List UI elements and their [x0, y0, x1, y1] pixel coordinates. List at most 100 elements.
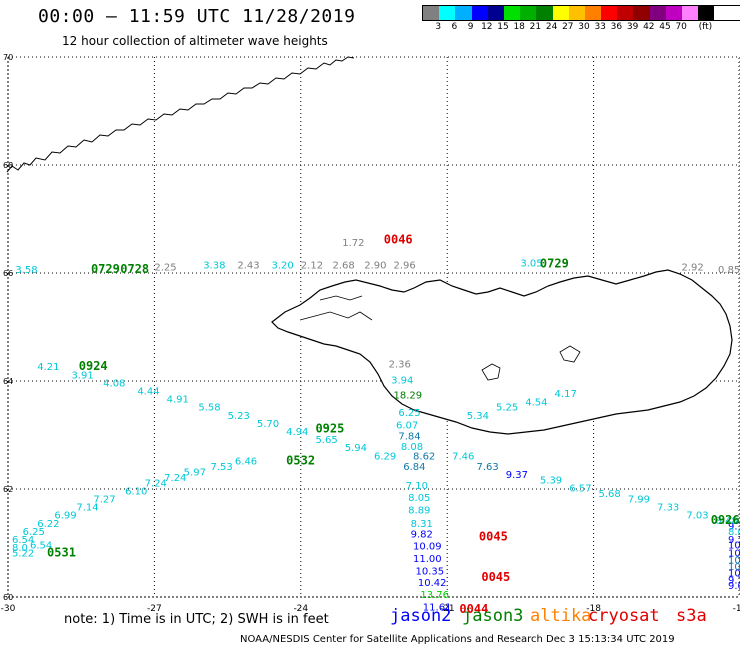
- colorbar-swatch-16: [682, 6, 699, 20]
- lat-tick-label: 62: [3, 485, 13, 494]
- wave-height-label: 4.44: [137, 387, 159, 398]
- wave-height-label: 2.25: [154, 262, 176, 273]
- iceland-coastline: [271, 269, 733, 435]
- colorbar-ticks: 3 6 9 12 15 18 21 24 27 30 33 36 39 42 45 70 (ft): [422, 21, 740, 33]
- wave-height-label: 4.17: [555, 389, 577, 400]
- wave-height-label: 5.39: [540, 476, 562, 487]
- wave-height-label: 5.22: [12, 549, 34, 560]
- wave-height-label: 4.91: [167, 395, 189, 406]
- pass-time-label: 0045: [479, 529, 508, 543]
- wave-height-label: 5.70: [257, 419, 279, 430]
- wave-height-label: 2.96: [394, 261, 416, 272]
- greenland-coastline: [6, 56, 355, 173]
- wave-height-label: 3.58: [15, 265, 37, 276]
- wave-height-label: 8.62: [413, 451, 435, 462]
- colorbar-swatch-14: [649, 6, 666, 20]
- colorbar-swatches: [422, 5, 740, 21]
- wave-height-label: 8.89: [408, 505, 430, 516]
- colorbar-tick-8: 27: [562, 22, 574, 32]
- wave-height-label: 6.10: [125, 486, 147, 497]
- wave-height-label: 10.09: [413, 541, 442, 552]
- lon-tick-label: -24: [293, 604, 308, 614]
- pass-time-label: 0532: [286, 454, 315, 468]
- wave-height-label: 2.90: [364, 261, 386, 272]
- wave-height-label: 9.82: [411, 530, 433, 541]
- wave-height-label: 2.12: [301, 261, 323, 272]
- lon-tick-label: -27: [147, 604, 162, 614]
- wave-height-label: 9.06: [728, 581, 740, 592]
- satellite-legend-s3a: s3a: [676, 606, 707, 626]
- satellite-legend-altika: altika: [530, 606, 592, 626]
- wave-height-label: 4.54: [525, 397, 547, 408]
- colorbar-swatch-9: [568, 6, 585, 20]
- lon-tick-label: -15: [733, 604, 740, 614]
- wave-height-label: 2.92: [681, 262, 703, 273]
- lat-lon-grid: [7, 56, 740, 598]
- colorbar-tick-9: 30: [578, 22, 590, 32]
- wave-height-label: 3.38: [203, 261, 225, 272]
- wave-height-label: 10.63: [728, 562, 740, 573]
- wave-height-label: 8.08: [401, 442, 423, 453]
- axis-labels: -30 -27 -24 -21 -18 -15 70 68 66 64 62 60: [1, 53, 740, 614]
- coastlines: [6, 56, 733, 435]
- wave-height-label: 7.24: [164, 473, 186, 484]
- wave-height-label: 4.94: [286, 427, 308, 438]
- wave-height-label: 10.22: [728, 568, 740, 579]
- wave-height-label: 3.94: [391, 376, 413, 387]
- colorbar-tick-14: 45: [659, 22, 671, 32]
- wave-height-label: 7.24: [145, 478, 167, 489]
- lat-tick-label: 60: [3, 593, 13, 602]
- wave-height-label: 8.0: [12, 543, 28, 554]
- satellite-legend-cryosat: cryosat: [588, 606, 660, 626]
- footer-note: note: 1) Time is in UTC; 2) SWH is in fe…: [64, 612, 329, 627]
- pass-time-label: 0924: [79, 359, 108, 373]
- wave-height-label: 7.63: [476, 462, 498, 473]
- colorbar-swatch-12: [617, 6, 634, 20]
- wave-height-label: 3.91: [71, 370, 93, 381]
- wave-height-label: 10.64: [728, 556, 740, 567]
- wave-height-label: 7.03: [686, 511, 708, 522]
- wave-height-label: 6.54: [30, 540, 52, 551]
- wave-height-label: 8.31: [411, 519, 433, 530]
- wave-height-label: 9.76: [728, 535, 740, 546]
- colorbar-tick-5: 18: [513, 22, 525, 32]
- colorbar-legend: 3 6 9 12 15 18 21 24 27 30 33 36 39 42 45 70 (ft): [422, 5, 740, 33]
- colorbar-tick-6: 21: [529, 22, 542, 32]
- pass-time-label: 0925: [315, 421, 344, 435]
- colorbar-tick-15: 70: [675, 22, 687, 32]
- wave-height-label: 10.35: [415, 566, 444, 577]
- lon-tick-label: -21: [440, 604, 455, 614]
- colorbar-swatch-17: [698, 6, 715, 20]
- wave-height-label: 6.99: [54, 511, 76, 522]
- colorbar-tick-12: 39: [626, 22, 639, 32]
- colorbar-swatch-3: [471, 6, 488, 20]
- wave-height-label: 6.46: [235, 457, 257, 468]
- colorbar-swatch-2: [455, 6, 472, 20]
- satellite-legend-jason2: jason2: [390, 606, 452, 626]
- wave-height-labels: 3.58 2.25 3.38 2.43 3.20 2.12 2.68 2.90 2.96 1.72…: [12, 238, 740, 614]
- colorbar-tick-13: 42: [643, 22, 655, 32]
- pass-time-label: 0729: [91, 262, 120, 276]
- wave-height-label: 5.58: [198, 403, 220, 414]
- pass-time-label: 0926: [711, 513, 740, 527]
- wave-height-label: 7.53: [211, 462, 233, 473]
- pass-time-label: 0044: [459, 602, 488, 616]
- wave-height-label: 8.05: [408, 493, 430, 504]
- pass-time-label: 0046: [384, 232, 413, 246]
- colorbar-tick-3: 12: [481, 22, 493, 32]
- wave-height-label: 6.54: [12, 535, 34, 546]
- wave-height-label: 9.37: [506, 470, 528, 481]
- credit-line: NOAA/NESDIS Center for Satellite Applica…: [240, 634, 675, 645]
- lat-tick-label: 68: [3, 161, 13, 170]
- wave-height-label: 6.29: [374, 451, 396, 462]
- pass-time-label: 0728: [120, 262, 149, 276]
- wave-height-label: 9.17: [728, 522, 740, 533]
- wave-height-label: 5.68: [598, 489, 620, 500]
- wave-height-label: 5.34: [467, 411, 489, 422]
- map-frame: [7, 56, 740, 598]
- lat-tick-label: 66: [3, 269, 13, 278]
- iceland-fjord-2: [319, 295, 363, 301]
- colorbar-tick-4: 15: [497, 22, 509, 32]
- colorbar-swatch-5: [503, 6, 521, 20]
